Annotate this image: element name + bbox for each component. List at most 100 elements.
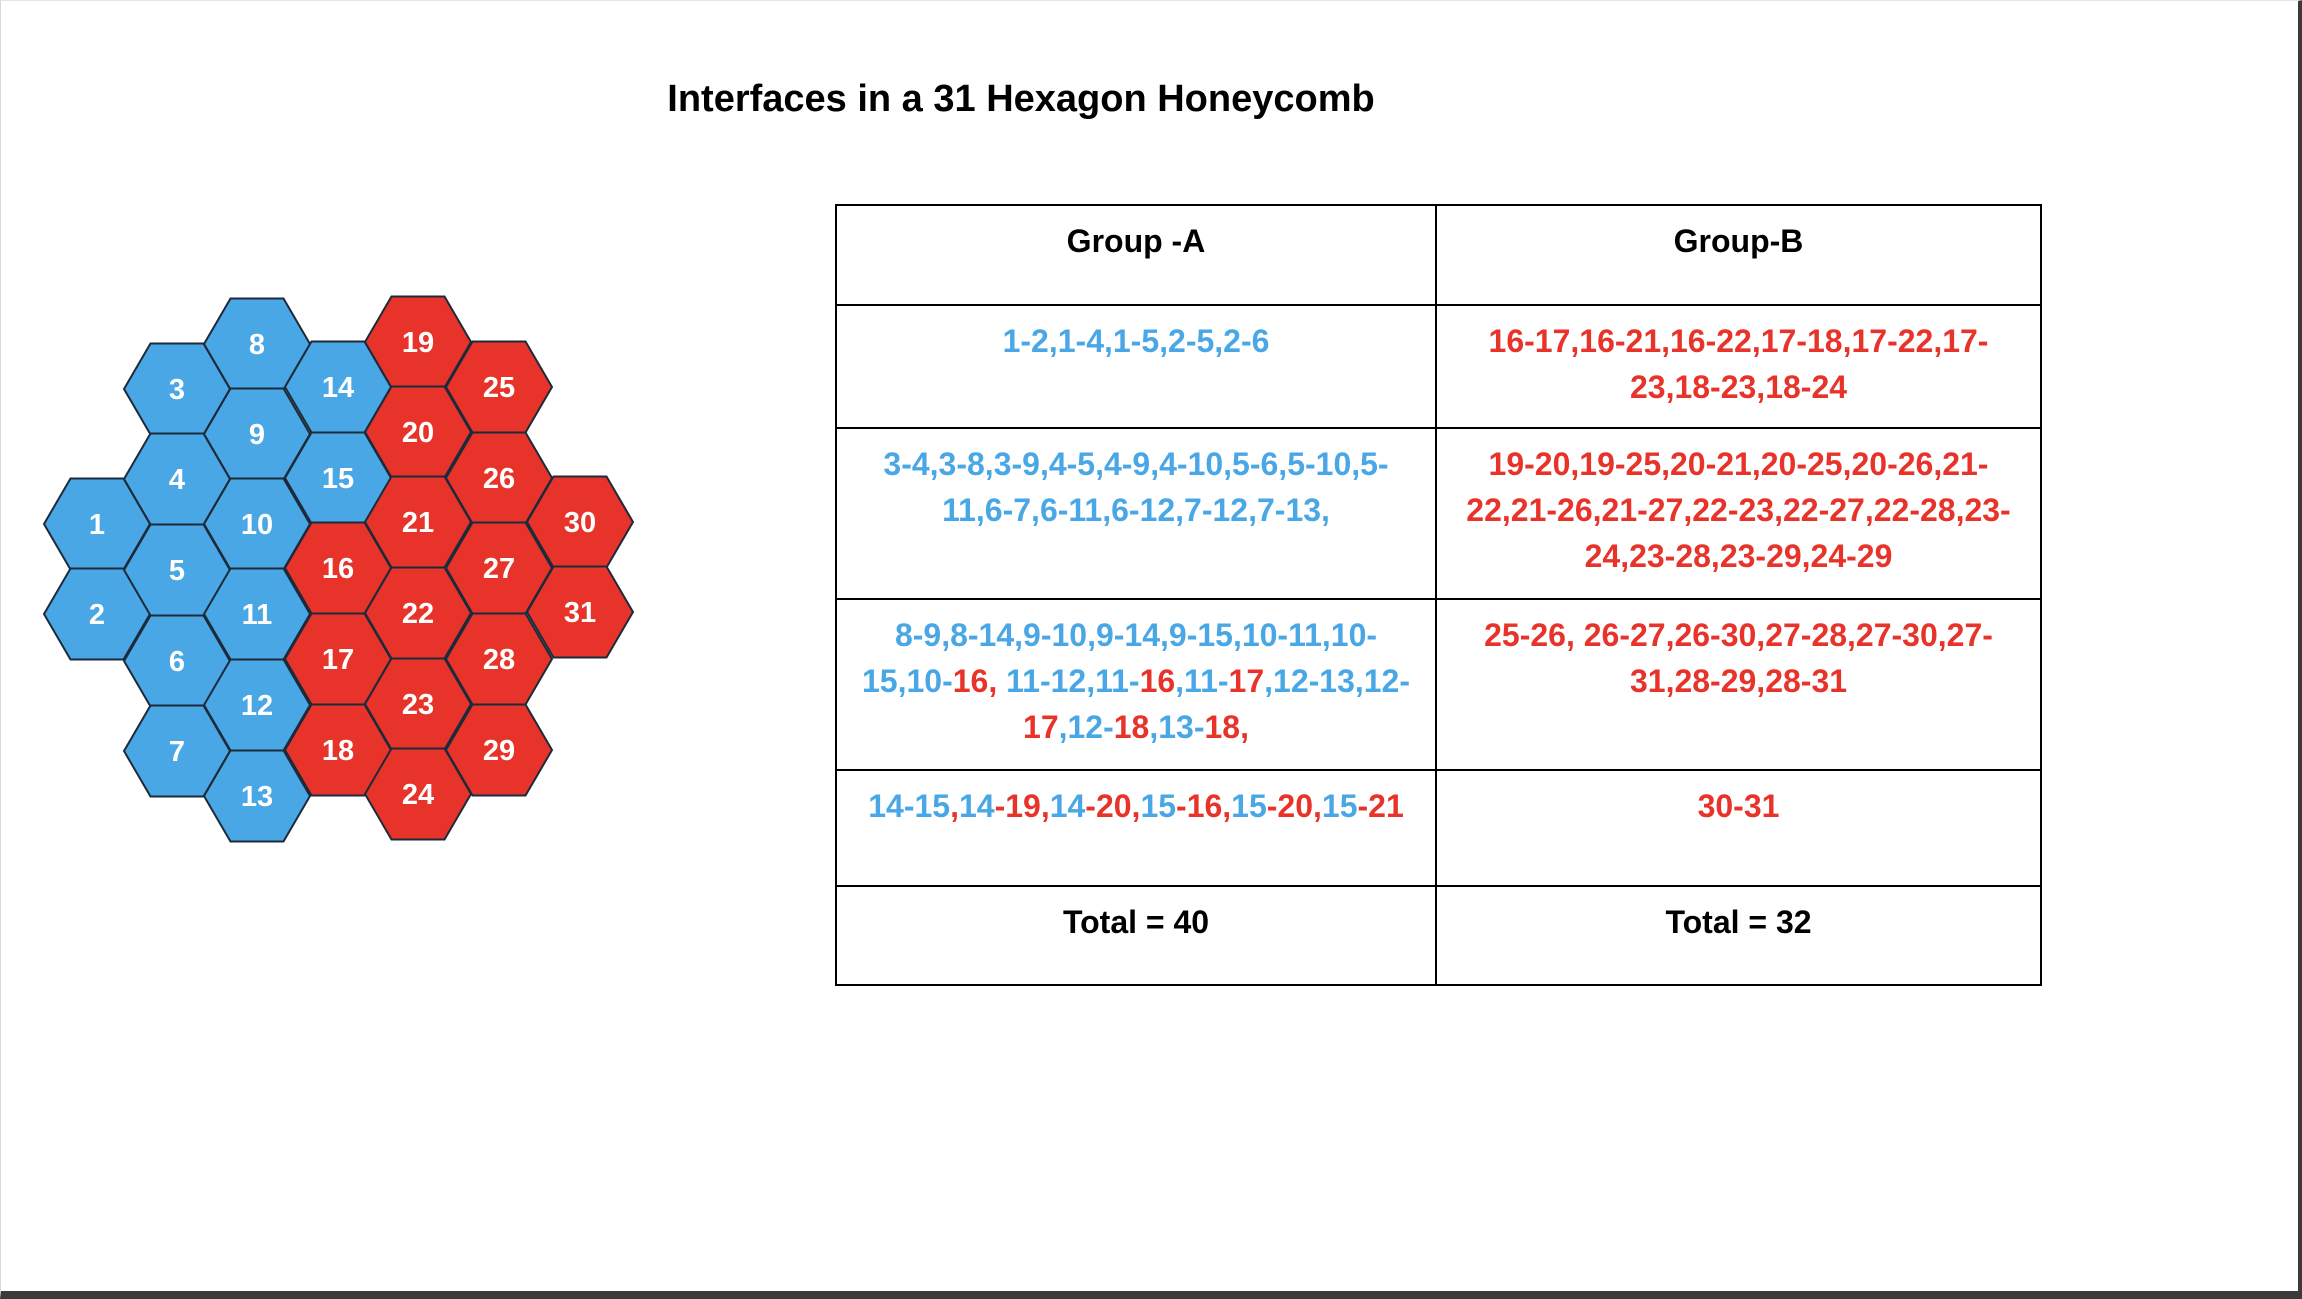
hexagon-label: 29 <box>483 735 515 767</box>
hexagon-label: 14 <box>322 372 354 404</box>
group-a-cell: 8-9,8-14,9-10,9-14,9-15,10-11,10-15,10-1… <box>835 598 1437 771</box>
hexagon-cell: 31 <box>525 565 635 659</box>
hexagon-label: 21 <box>402 507 434 539</box>
hexagon-cell: 2 <box>42 567 152 661</box>
group-a-cell: 1-2,1-4,1-5,2-5,2-6 <box>835 304 1437 429</box>
hexagon-label: 27 <box>483 553 515 585</box>
hexagon-label: 3 <box>169 374 185 406</box>
header-group-b: Group-B <box>1435 204 2042 306</box>
interface-text: 15 <box>1140 788 1177 824</box>
hexagon-label: 9 <box>249 419 265 451</box>
interface-text: -20, <box>1085 788 1141 824</box>
group-a-cell: 14-15,14-19,14-20,15-16,15-20,15-21 <box>835 769 1437 887</box>
interface-text: -21 <box>1357 788 1404 824</box>
interface-text: -16, <box>1176 788 1232 824</box>
interface-text: 17 <box>1023 709 1059 745</box>
interface-text: 14-15 <box>868 788 951 824</box>
hexagon-label: 8 <box>249 329 265 361</box>
slide-title: Interfaces in a 31 Hexagon Honeycomb <box>667 78 1375 120</box>
table-header-row: Group -A Group-B <box>835 204 2042 306</box>
hexagon-cell: 25 <box>444 340 554 434</box>
hexagon-cell: 18 <box>283 703 393 797</box>
interface-text: 16-17,16-21,16-22,17-18,17-22,17-23,18-2… <box>1488 323 1989 405</box>
hexagon-label: 18 <box>322 735 354 767</box>
interface-text: ,11- <box>1175 663 1229 699</box>
group-a-cell: 3-4,3-8,3-9,4-5,4-9,4-10,5-6,5-10,5-11,6… <box>835 427 1437 600</box>
interface-text: 15 <box>1321 788 1358 824</box>
hexagon-label: 15 <box>322 463 354 495</box>
group-b-cell: 30-31 <box>1435 769 2042 887</box>
interface-text: 1-2,1-4,1-5,2-5,2-6 <box>1002 323 1270 359</box>
total-group-b: Total = 32 <box>1435 885 2042 986</box>
interface-text: 8-9,8-14,9-10,9-14,9-15,10-11,10-15,10- <box>862 617 1378 699</box>
hexagon-cell: 30 <box>525 475 635 569</box>
hexagon-label: 6 <box>169 646 185 678</box>
interface-text: -20, <box>1266 788 1322 824</box>
interface-text: 3-4,3-8,3-9,4-5,4-9,4-10,5-6,5-10,5-11,6… <box>883 446 1389 528</box>
interface-text: 15 <box>1231 788 1267 824</box>
group-b-cell: 16-17,16-21,16-22,17-18,17-22,17-23,18-2… <box>1435 304 2042 429</box>
interface-text: -19, <box>994 788 1050 824</box>
hexagon-label: 17 <box>322 644 354 676</box>
interface-text: 18 <box>1113 709 1150 745</box>
interface-text: ,13- <box>1149 709 1205 745</box>
hexagon-shape <box>444 703 554 797</box>
table-row: 8-9,8-14,9-10,9-14,9-15,10-11,10-15,10-1… <box>835 598 2042 771</box>
hexagon-label: 31 <box>564 597 596 629</box>
hexagon-label: 20 <box>402 417 434 449</box>
interface-text: , <box>950 788 959 824</box>
hexagon-label: 19 <box>402 327 434 359</box>
table-total-row: Total = 40 Total = 32 <box>835 885 2042 986</box>
total-group-a: Total = 40 <box>835 885 1437 986</box>
hexagon-shape <box>525 565 635 659</box>
honeycomb-diagram: 1234567891011121314151617181920212223242… <box>42 295 635 843</box>
hexagon-cell: 12 <box>202 658 312 752</box>
hexagon-cell: 11 <box>202 567 312 661</box>
interface-text: 18, <box>1204 709 1249 745</box>
hexagon-cell: 26 <box>444 431 554 525</box>
interface-text: 14 <box>958 788 995 824</box>
hexagon-label: 28 <box>483 644 515 676</box>
interface-text: 25-26, 26-27,26-30,27-28,27-30,27-31,28-… <box>1484 617 1993 699</box>
header-group-a: Group -A <box>835 204 1437 306</box>
hexagon-cell: 20 <box>363 385 473 479</box>
hexagon-label: 30 <box>564 507 596 539</box>
interface-text: ,12- <box>1058 709 1114 745</box>
hexagon-cell: 13 <box>202 749 312 843</box>
interface-text: 11-12,11- <box>997 663 1140 699</box>
hexagon-label: 5 <box>169 555 185 587</box>
hexagon-label: 1 <box>89 509 105 541</box>
group-b-cell: 19-20,19-25,20-21,20-25,20-26,21-22,21-2… <box>1435 427 2042 600</box>
hexagon-label: 11 <box>242 599 273 631</box>
interface-text: 14 <box>1049 788 1086 824</box>
interface-text: 30-31 <box>1697 788 1780 824</box>
hexagon-label: 23 <box>402 689 434 721</box>
table-row: 14-15,14-19,14-20,15-16,15-20,15-21 30-3… <box>835 769 2042 887</box>
hexagon-label: 24 <box>402 779 434 811</box>
hexagon-shape <box>202 749 312 843</box>
table-row: 1-2,1-4,1-5,2-5,2-6 16-17,16-21,16-22,17… <box>835 304 2042 429</box>
interface-text: 19-20,19-25,20-21,20-25,20-26,21-22,21-2… <box>1466 446 2011 574</box>
interfaces-table: Group -A Group-B 1-2,1-4,1-5,2-5,2-6 16-… <box>835 204 2042 986</box>
hexagon-label: 13 <box>241 781 273 813</box>
hexagon-label: 7 <box>169 736 185 768</box>
hexagon-label: 12 <box>241 690 273 722</box>
interface-text: 16 <box>1139 663 1176 699</box>
hexagon-cell: 22 <box>363 566 473 660</box>
hexagon-cell: 19 <box>363 295 473 389</box>
hexagon-label: 10 <box>241 509 273 541</box>
hexagon-label: 26 <box>483 463 515 495</box>
hexagon-cell: 29 <box>444 703 554 797</box>
hexagon-label: 22 <box>402 598 434 630</box>
hexagon-label: 4 <box>169 464 185 496</box>
group-b-cell: 25-26, 26-27,26-30,27-28,27-30,27-31,28-… <box>1435 598 2042 771</box>
interface-text: 16, <box>952 663 998 699</box>
interface-text: 17 <box>1228 663 1265 699</box>
hexagon-cell: 17 <box>283 612 393 706</box>
hexagon-label: 2 <box>89 599 105 631</box>
hexagon-cell: 16 <box>283 521 393 615</box>
interface-text: ,12-13,12- <box>1264 663 1410 699</box>
hexagon-label: 16 <box>322 553 354 585</box>
table-row: 3-4,3-8,3-9,4-5,4-9,4-10,5-6,5-10,5-11,6… <box>835 427 2042 600</box>
